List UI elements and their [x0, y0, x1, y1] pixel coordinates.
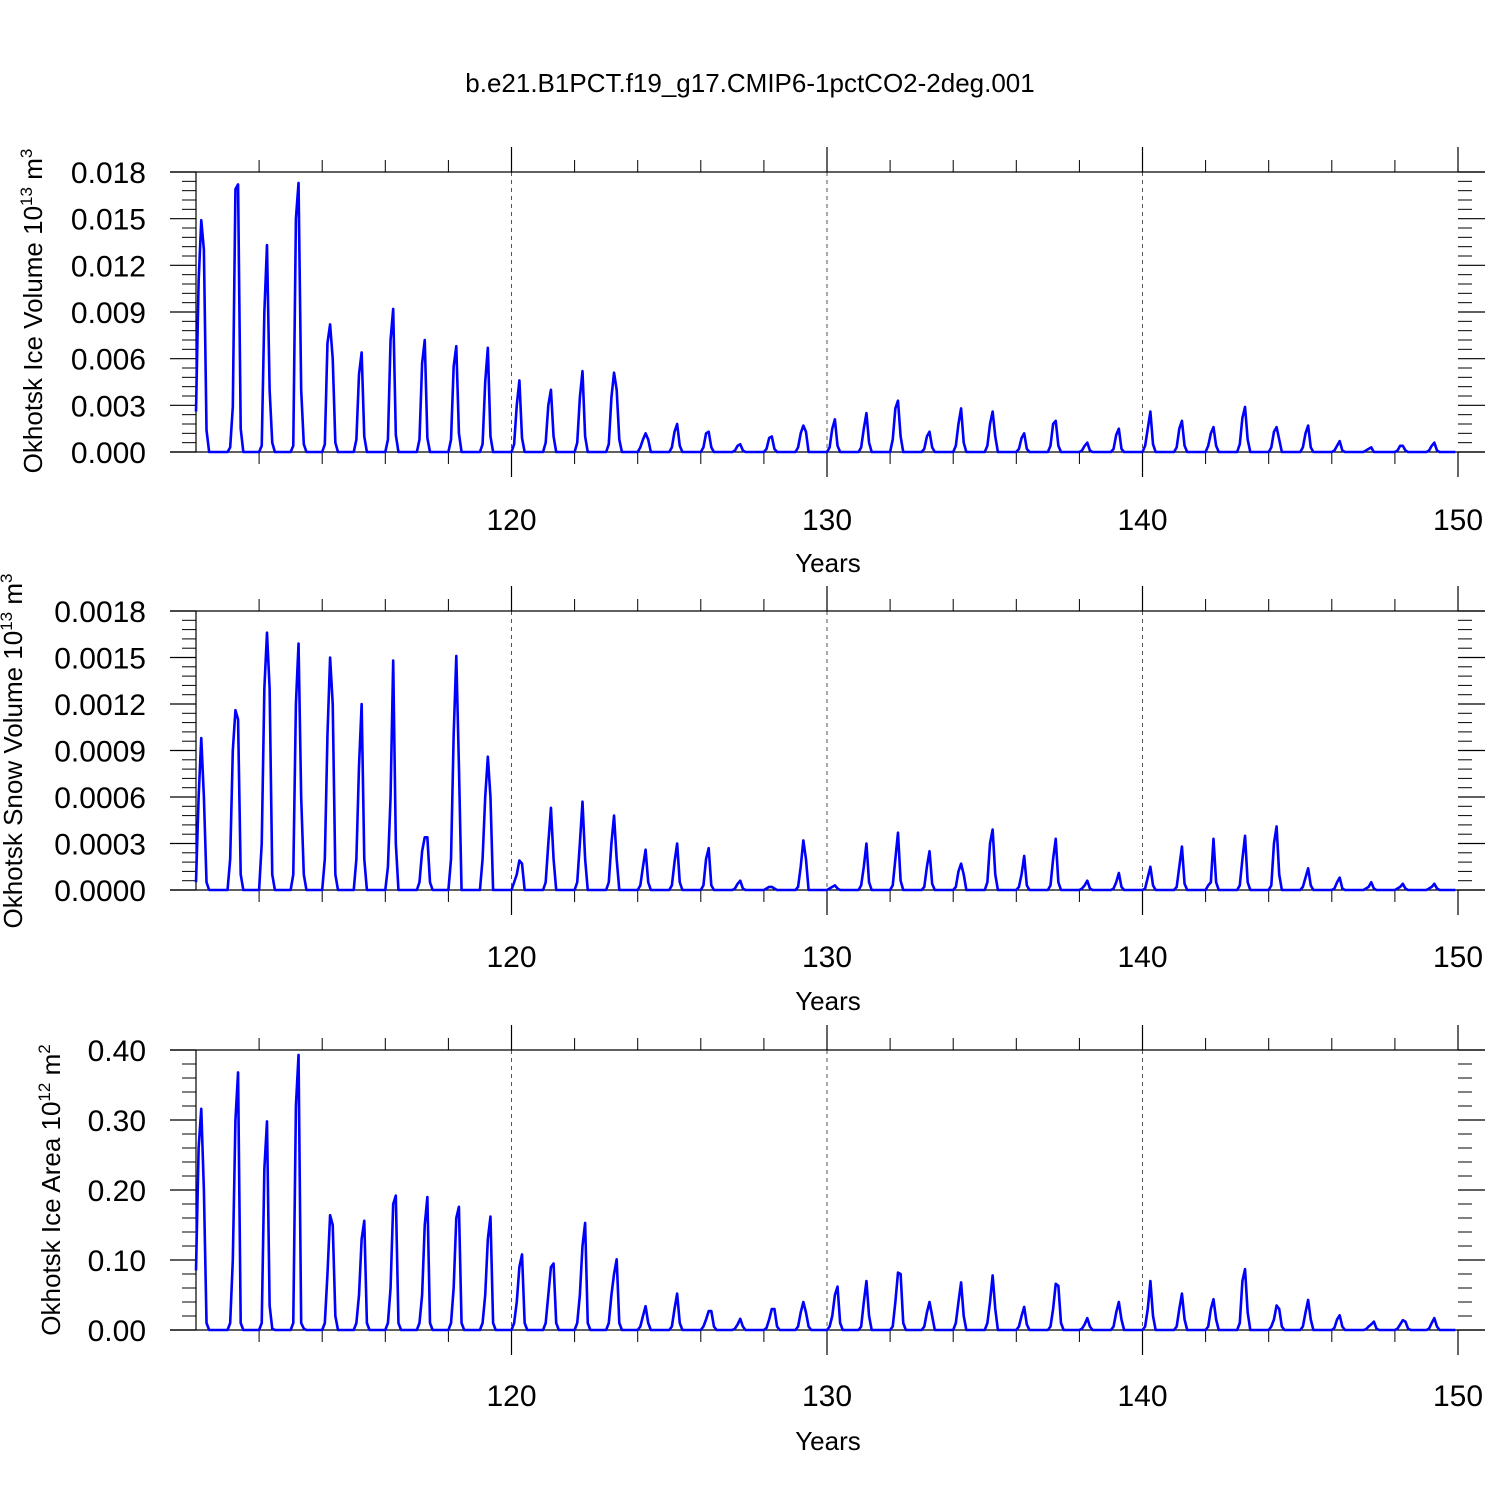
y-tick-label: 0.015 — [71, 204, 146, 237]
chart-title: b.e21.B1PCT.f19_g17.CMIP6-1pctCO2-2deg.0… — [465, 68, 1035, 98]
x-tick-label: 150 — [1433, 941, 1483, 974]
y-tick-label: 0.0000 — [54, 875, 146, 908]
y-axis-label-unit-exponent: 3 — [0, 574, 16, 583]
x-tick-label: 120 — [486, 941, 536, 974]
x-axis-label: Years — [795, 1426, 861, 1456]
x-tick-label: 130 — [802, 941, 852, 974]
y-tick-label: 0.006 — [71, 344, 146, 377]
y-tick-label: 0.0009 — [54, 736, 146, 769]
x-tick-label: 120 — [486, 504, 536, 537]
x-tick-label: 140 — [1117, 1380, 1167, 1413]
y-tick-label: 0.012 — [71, 250, 146, 283]
y-axis-label-exponent: 13 — [0, 612, 16, 631]
y-tick-label: 0.018 — [71, 157, 146, 190]
y-tick-label: 0.0006 — [54, 782, 146, 815]
y-tick-label: 0.0012 — [54, 689, 146, 722]
y-tick-label: 0.40 — [88, 1035, 146, 1068]
x-tick-label: 140 — [1117, 504, 1167, 537]
x-tick-label: 120 — [486, 1380, 536, 1413]
x-tick-label: 140 — [1117, 941, 1167, 974]
y-axis-label-exponent: 13 — [17, 187, 36, 206]
data-series-line — [194, 181, 1456, 454]
y-axis-label-unit: m — [0, 583, 28, 612]
x-tick-label: 130 — [802, 1380, 852, 1413]
y-tick-label: 0.30 — [88, 1105, 146, 1138]
chart-panel-1: 120 130 140 150 0.000 0.003 0.006 0.009 0.012 0.0… — [17, 147, 1485, 578]
y-axis-label-exponent: 12 — [35, 1083, 54, 1102]
y-axis-label-text: Okhotsk Ice Volume 10 — [18, 206, 48, 473]
y-axis-label-text: Okhotsk Snow Volume 10 — [0, 631, 28, 929]
y-tick-label: 0.009 — [71, 297, 146, 330]
x-axis-label: Years — [795, 548, 861, 578]
y-tick-label: 0.00 — [88, 1315, 146, 1348]
y-axis-label-unit-exponent: 2 — [35, 1044, 54, 1053]
y-tick-label: 0.000 — [71, 437, 146, 470]
y-axis-label: Okhotsk Ice Area 1012 m2 — [35, 1044, 66, 1335]
x-tick-label: 150 — [1433, 1380, 1483, 1413]
y-tick-label: 0.0018 — [54, 596, 146, 629]
x-tick-label: 150 — [1433, 504, 1483, 537]
y-tick-label: 0.10 — [88, 1245, 146, 1278]
x-tick-label: 130 — [802, 504, 852, 537]
y-axis-label-unit-exponent: 3 — [17, 149, 36, 158]
chart-panel-2: 120 130 140 150 0.0000 0.0003 0.0006 0.0009 0.00… — [0, 574, 1485, 1016]
data-series-line — [194, 1053, 1456, 1332]
x-axis-label: Years — [795, 986, 861, 1016]
data-series-line — [194, 631, 1456, 892]
chart-panel-3: 120 130 140 150 0.00 0.10 0.20 0.30 0.40 Years Okh… — [35, 1025, 1485, 1456]
y-axis-label: Okhotsk Snow Volume 1013 m3 — [0, 574, 28, 929]
y-axis-label-text: Okhotsk Ice Area 10 — [36, 1102, 66, 1336]
y-axis-label-unit: m — [18, 158, 48, 187]
y-tick-label: 0.0003 — [54, 829, 146, 862]
y-tick-label: 0.003 — [71, 390, 146, 423]
y-axis-label-unit: m — [36, 1054, 66, 1083]
y-tick-label: 0.20 — [88, 1175, 146, 1208]
y-tick-label: 0.0015 — [54, 643, 146, 676]
y-axis-label: Okhotsk Ice Volume 1013 m3 — [17, 149, 48, 474]
